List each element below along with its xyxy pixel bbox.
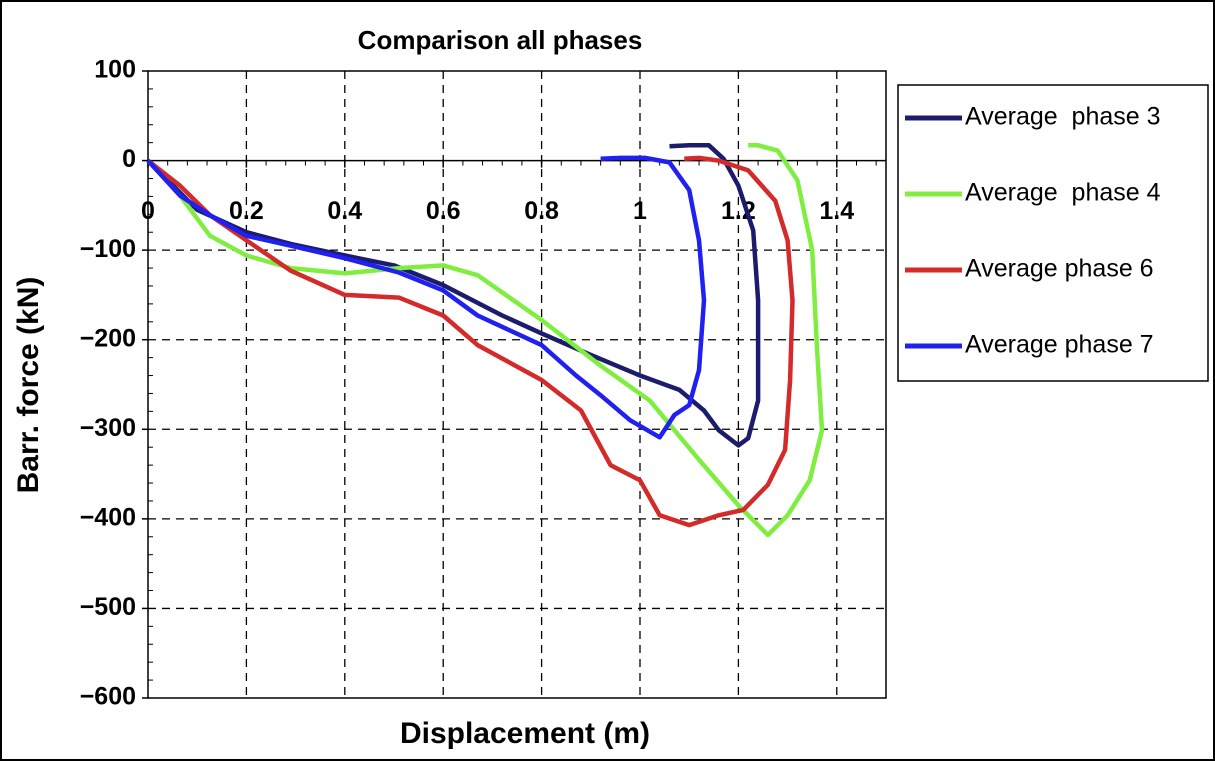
y-tick-label: −500 <box>80 593 136 621</box>
legend-label: Average phase 4 <box>965 179 1161 207</box>
x-axis-label: Displacement (m) <box>400 717 650 750</box>
y-tick-label: −600 <box>80 683 136 711</box>
y-axis-label: Barr. force (kN) <box>12 277 45 494</box>
legend-label: Average phase 3 <box>965 103 1161 131</box>
series-line <box>146 155 707 440</box>
series-line <box>146 155 795 528</box>
y-tick-label: −400 <box>80 503 136 531</box>
legend-label: Average phase 6 <box>965 255 1154 283</box>
y-tick-label: −100 <box>80 235 136 263</box>
y-tick-label: −300 <box>80 414 136 442</box>
y-tick-label: 0 <box>122 145 136 173</box>
plot-area <box>147 70 887 699</box>
legend-label: Average phase 7 <box>965 331 1154 359</box>
y-tick-label: 100 <box>94 56 136 84</box>
legend-box <box>897 84 1209 382</box>
chart-title: Comparison all phases <box>358 25 643 55</box>
y-tick-label: −200 <box>80 324 136 352</box>
